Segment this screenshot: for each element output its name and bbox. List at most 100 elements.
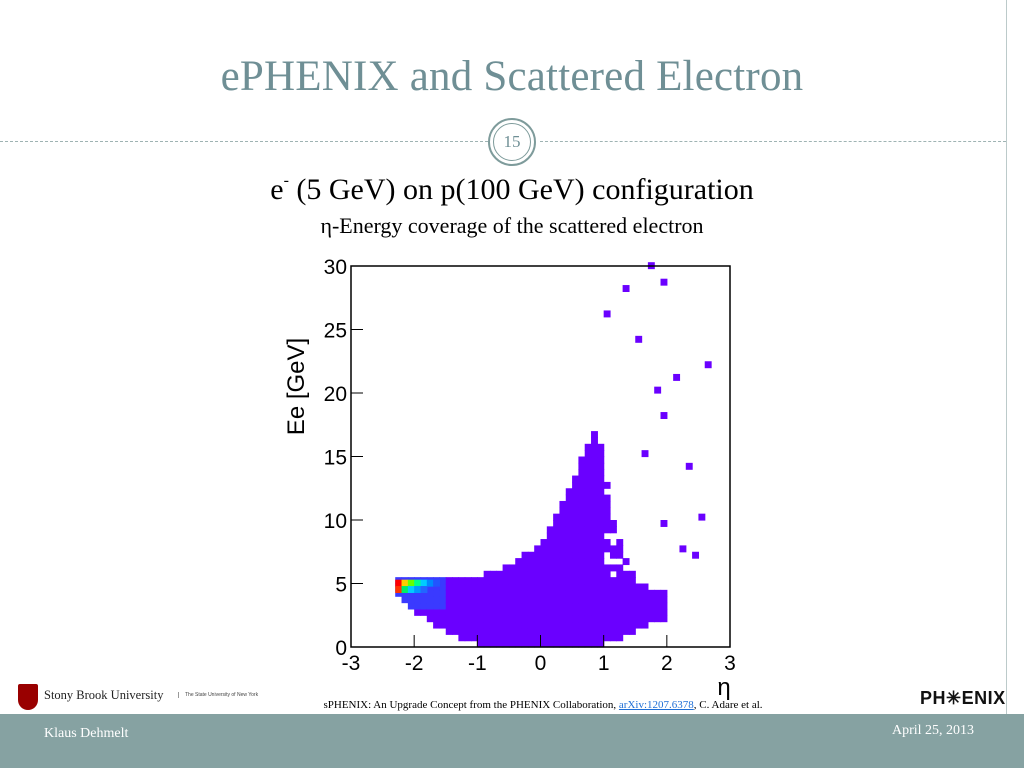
heatmap-bin xyxy=(565,640,573,648)
heatmap-bin xyxy=(452,608,459,616)
heatmap-bin xyxy=(578,507,586,515)
heatmap-bin xyxy=(452,621,459,629)
heatmap-bin xyxy=(502,589,510,597)
heatmap-bin xyxy=(616,570,624,578)
heatmap-bin xyxy=(521,577,529,585)
heatmap-bin xyxy=(502,634,510,642)
heatmap-bin xyxy=(426,583,434,591)
heatmap-bin xyxy=(534,577,542,585)
heatmap-bin xyxy=(515,564,523,572)
heatmap-bin xyxy=(597,583,605,591)
heatmap-bin xyxy=(584,596,592,604)
heatmap-bin xyxy=(546,608,554,616)
slide-subtitle-2: η-Energy coverage of the scattered elect… xyxy=(320,213,704,238)
heatmap-bin xyxy=(471,615,478,623)
heatmap-bin xyxy=(477,608,485,616)
heatmap-bin xyxy=(458,596,466,604)
heatmap-bin xyxy=(647,608,655,616)
heatmap-bin xyxy=(591,615,598,623)
heatmap-bin xyxy=(616,551,624,559)
heatmap-bin xyxy=(616,621,624,629)
heatmap-bin xyxy=(502,615,510,623)
heatmap-bin xyxy=(553,532,561,540)
hot-spot-bin xyxy=(401,586,409,593)
heatmap-bin xyxy=(464,596,472,604)
heatmap-bin xyxy=(496,570,504,578)
heatmap-bin xyxy=(609,551,617,559)
heatmap-bin xyxy=(591,602,598,610)
heatmap-bin xyxy=(584,615,592,623)
heatmap-bin xyxy=(426,615,434,623)
heatmap-bin xyxy=(578,462,586,470)
institution-tagline: The State University of New York xyxy=(178,692,258,698)
heatmap-bin xyxy=(540,596,548,604)
heatmap-bin xyxy=(584,507,592,515)
heatmap-bin xyxy=(414,589,422,597)
heatmap-bin xyxy=(578,602,586,610)
heatmap-bin xyxy=(603,583,611,591)
hot-spot-bin xyxy=(433,579,441,587)
heatmap-bin xyxy=(527,570,535,578)
heatmap-bin xyxy=(622,570,630,578)
heatmap-bin xyxy=(515,615,523,623)
heatmap-bin xyxy=(527,583,535,591)
heatmap-bin xyxy=(508,627,516,635)
y-tick-label: 10 xyxy=(324,510,347,533)
y-tick-label: 15 xyxy=(324,447,347,470)
heatmap-bin xyxy=(584,583,592,591)
heatmap-bin xyxy=(622,602,630,610)
heatmap-bin xyxy=(628,621,636,629)
heatmap-bin xyxy=(565,513,573,521)
heatmap-bin xyxy=(584,539,592,546)
heatmap-bin xyxy=(647,596,655,604)
heatmap-bin xyxy=(578,583,586,591)
heatmap-bin xyxy=(565,539,573,546)
heatmap-bin xyxy=(546,627,554,635)
heatmap-bin xyxy=(553,513,561,521)
heatmap-bin xyxy=(591,634,598,642)
heatmap-bin xyxy=(647,615,655,623)
heatmap-bin xyxy=(502,640,510,648)
heatmap-bin xyxy=(578,640,586,648)
heatmap-bin xyxy=(534,564,542,572)
x-axis-label: η xyxy=(717,674,730,700)
heatmap-bin xyxy=(591,589,598,597)
heatmap-bin xyxy=(515,608,523,616)
heatmap-bin xyxy=(540,570,548,578)
heatmap-bin xyxy=(471,596,478,604)
heatmap-bin xyxy=(572,602,579,610)
heatmap-bin xyxy=(540,577,548,585)
arxiv-link[interactable]: arXiv:1207.6378 xyxy=(618,699,694,711)
heatmap-bin xyxy=(521,608,529,616)
heatmap-bin xyxy=(559,602,567,610)
heatmap-bin xyxy=(527,634,535,642)
heatmap-bin xyxy=(616,583,624,591)
heatmap-bin xyxy=(584,558,592,566)
heatmap-bin xyxy=(572,488,579,496)
heatmap-bin xyxy=(609,583,617,591)
heatmap-bin xyxy=(553,615,561,623)
heatmap-bin xyxy=(433,583,441,591)
heatmap-bin xyxy=(534,545,542,553)
heatmap-bin xyxy=(654,589,662,597)
heatmap-bin xyxy=(591,583,598,591)
heatmap-bin xyxy=(584,640,592,648)
heatmap-bin xyxy=(603,627,611,635)
heatmap-bin xyxy=(483,621,491,629)
heatmap-bin xyxy=(521,551,529,559)
heatmap-bin xyxy=(572,634,579,642)
heatmap-bin xyxy=(471,583,478,591)
heatmap-bin xyxy=(502,583,510,591)
heatmap-bin xyxy=(483,615,491,623)
heatmap-bin xyxy=(559,583,567,591)
heatmap-bin xyxy=(458,583,466,591)
heatmap-bin xyxy=(471,589,478,597)
heatmap-bin xyxy=(597,532,605,540)
heatmap-bin xyxy=(464,602,472,610)
heatmap-bin xyxy=(464,615,472,623)
heatmap-bin xyxy=(433,602,441,610)
heatmap-bin xyxy=(603,570,611,578)
heatmap-bin xyxy=(565,500,573,508)
heatmap-bin xyxy=(609,589,617,597)
sparse-bin xyxy=(660,520,668,527)
